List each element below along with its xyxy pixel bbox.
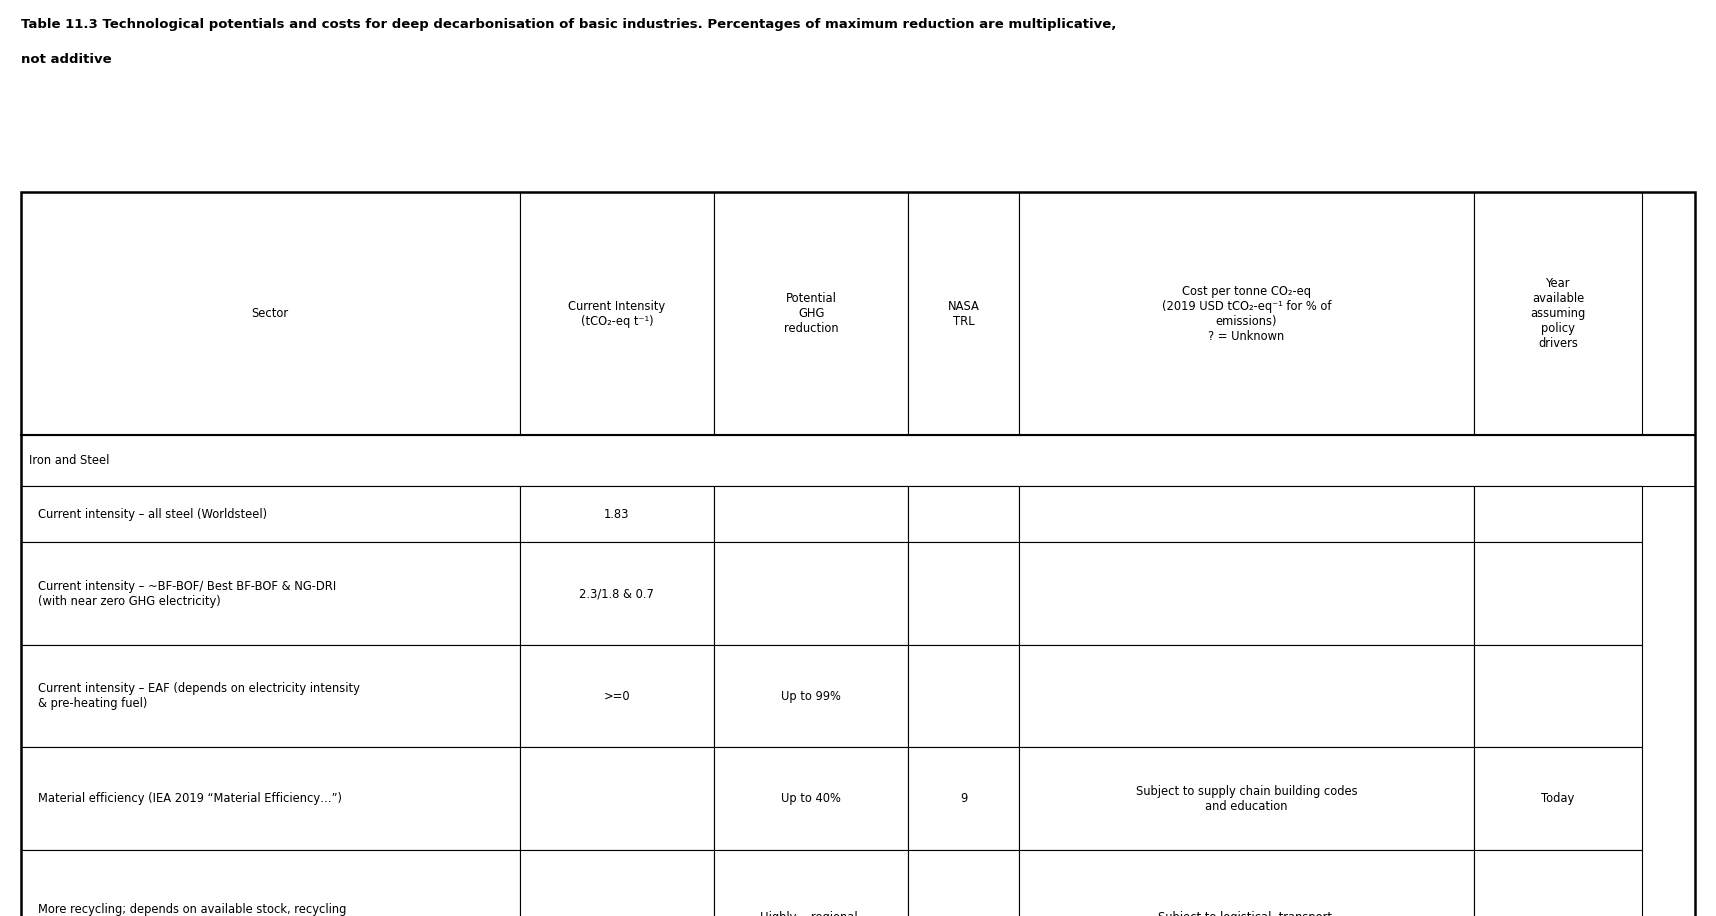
Text: >=0: >=0 bbox=[604, 690, 630, 703]
Text: Material efficiency (IEA 2019 “Material Efficiency…”): Material efficiency (IEA 2019 “Material … bbox=[38, 792, 341, 805]
Text: Cost per tonne CO₂-eq
(2019 USD tCO₂-eq⁻¹ for % of
emissions)
? = Unknown: Cost per tonne CO₂-eq (2019 USD tCO₂-eq⁻… bbox=[1162, 285, 1332, 343]
Text: NASA
TRL: NASA TRL bbox=[947, 300, 980, 328]
Text: Subject to supply chain building codes
and education: Subject to supply chain building codes a… bbox=[1136, 785, 1357, 812]
Text: Up to 99%: Up to 99% bbox=[781, 690, 841, 703]
Text: Current intensity – EAF (depends on electricity intensity
& pre-heating fuel): Current intensity – EAF (depends on elec… bbox=[38, 682, 360, 710]
Text: Current Intensity
(tCO₂-eq t⁻¹): Current Intensity (tCO₂-eq t⁻¹) bbox=[568, 300, 666, 328]
Text: 9: 9 bbox=[959, 792, 968, 805]
Text: Table 11.3 Technological potentials and costs for deep decarbonisation of basic : Table 11.3 Technological potentials and … bbox=[21, 18, 1115, 31]
Text: 2.3/1.8 & 0.7: 2.3/1.8 & 0.7 bbox=[580, 587, 654, 600]
Text: Highly    regional,
growing with time: Highly regional, growing with time bbox=[758, 911, 863, 916]
Text: ACCEPTED VERSION SUBJECT TO FINAL EDIT: ACCEPTED VERSION SUBJECT TO FINAL EDIT bbox=[563, 333, 1153, 730]
Text: Up to 40%: Up to 40% bbox=[781, 792, 841, 805]
Text: Today: Today bbox=[1541, 792, 1575, 805]
Text: not additive: not additive bbox=[21, 53, 112, 66]
Text: Sector: Sector bbox=[252, 307, 288, 321]
Text: Potential
GHG
reduction: Potential GHG reduction bbox=[784, 292, 839, 335]
Text: More recycling; depends on available stock, recycling
network, quality of scrap,: More recycling; depends on available sto… bbox=[38, 903, 347, 916]
Text: Subject to logistical, transport,
sorting, & recycling equipment costs: Subject to logistical, transport, sortin… bbox=[1141, 911, 1352, 916]
Text: Current intensity – all steel (Worldsteel): Current intensity – all steel (Worldstee… bbox=[38, 507, 268, 521]
Text: Current intensity – ~BF-BOF/ Best BF-BOF & NG-DRI
(with near zero GHG electricit: Current intensity – ~BF-BOF/ Best BF-BOF… bbox=[38, 580, 336, 607]
Text: Iron and Steel: Iron and Steel bbox=[29, 454, 110, 467]
Text: 1.83: 1.83 bbox=[604, 507, 630, 521]
Text: Year
available
assuming
policy
drivers: Year available assuming policy drivers bbox=[1531, 278, 1586, 350]
